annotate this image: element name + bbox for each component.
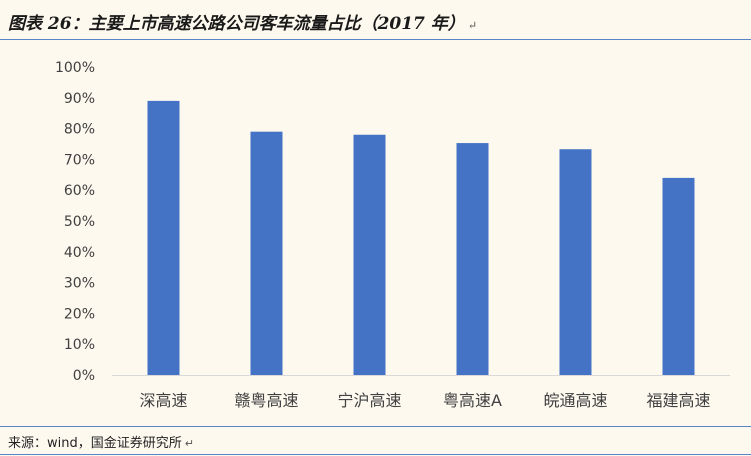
y-tick-label: 60% xyxy=(64,183,95,199)
bar xyxy=(147,100,180,375)
x-tick-label: 宁沪高速 xyxy=(337,391,401,410)
return-mark: ↵ xyxy=(467,19,478,32)
y-tick-label: 70% xyxy=(64,152,95,168)
bar xyxy=(456,143,489,375)
y-tick-label: 50% xyxy=(64,214,95,230)
bar xyxy=(559,149,592,375)
y-tick-label: 30% xyxy=(64,276,95,292)
x-tick-label: 深高速 xyxy=(139,391,187,410)
figure-title: 图表 26：主要上市高速公路公司客车流量占比（2017 年） ↵ xyxy=(8,14,478,34)
x-tick-label: 皖通高速 xyxy=(543,391,607,410)
x-tick-label: 粤高速A xyxy=(443,391,502,410)
x-tick-label: 赣粤高速 xyxy=(234,391,298,410)
y-tick-label: 10% xyxy=(64,337,95,353)
y-tick-label: 80% xyxy=(64,122,95,138)
bar xyxy=(250,131,283,375)
divider-top xyxy=(0,426,751,427)
x-tick-label: 福建高速 xyxy=(646,391,710,410)
title-bar: 图表 26：主要上市高速公路公司客车流量占比（2017 年） ↵ xyxy=(0,0,751,40)
return-mark: ↵ xyxy=(184,437,194,450)
source-note: 来源：wind，国金证券研究所 ↵ xyxy=(8,436,194,451)
bar xyxy=(353,134,386,375)
y-tick-label: 100% xyxy=(55,60,95,76)
y-tick-label: 20% xyxy=(64,306,95,322)
y-tick-label: 90% xyxy=(64,91,95,107)
bar-chart: 0% 10% 20% 30% 40% 50% 60% 70% 80% 90% 100% 深高速 赣粤高速… xyxy=(55,60,730,410)
y-tick-label: 0% xyxy=(73,368,95,384)
bar xyxy=(662,177,695,375)
divider-bottom xyxy=(0,454,751,455)
y-tick-label: 40% xyxy=(64,245,95,261)
